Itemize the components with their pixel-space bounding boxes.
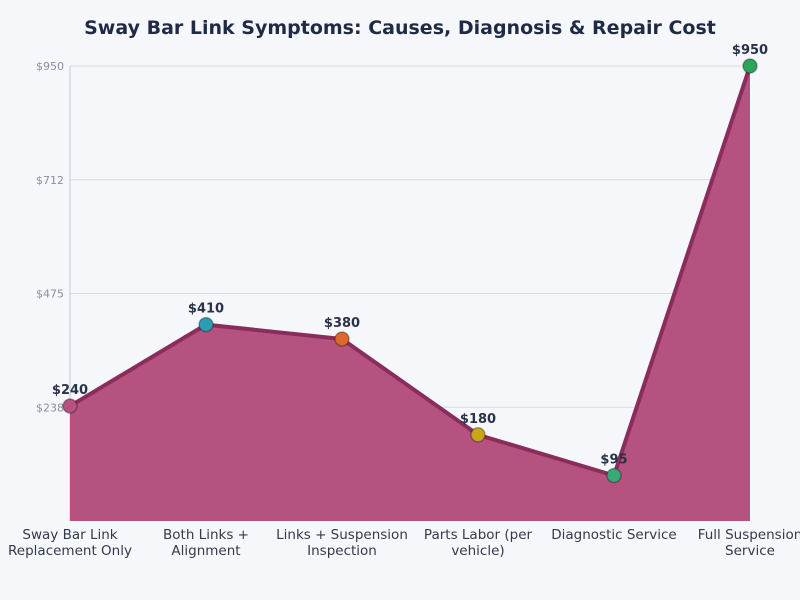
data-label: $380 [324, 316, 360, 331]
x-tick-label: Inspection [307, 543, 377, 559]
grid: $238 $475 $712 $950 [36, 60, 750, 521]
data-point [62, 398, 78, 414]
area-fill [70, 66, 750, 521]
x-tick-label: Alignment [171, 543, 240, 559]
y-tick-label: $712 [36, 174, 64, 187]
area-layer [68, 65, 752, 521]
x-tick-label: Parts Labor (per [424, 527, 533, 543]
x-tick-label: Links + Suspension [276, 527, 408, 543]
y-tick-label: $475 [36, 288, 64, 301]
data-point [470, 427, 486, 443]
y-tick-label: $950 [36, 60, 64, 73]
data-point [742, 58, 758, 74]
y-tick-label: $238 [36, 401, 64, 414]
x-tick-label: Full Suspension [698, 527, 800, 543]
markers: $240 $410 $380 $180 $95 $950 [52, 43, 768, 484]
x-tick-label: Sway Bar Link [22, 527, 117, 543]
data-label: $950 [732, 43, 768, 58]
data-point [606, 467, 622, 484]
x-tick-label: Replacement Only [8, 543, 132, 559]
data-point [198, 316, 214, 333]
series-line [68, 65, 752, 478]
data-point [334, 331, 350, 347]
x-tick-label: Diagnostic Service [551, 527, 677, 543]
data-label: $95 [600, 453, 627, 468]
data-label: $240 [52, 383, 88, 398]
x-tick-label: Both Links + [163, 527, 249, 543]
chart-title: Sway Bar Link Symptoms: Causes, Diagnosi… [84, 17, 716, 39]
x-tick-label: Service [725, 543, 775, 559]
data-label: $180 [460, 412, 496, 427]
x-tick-label: vehicle) [451, 543, 504, 559]
data-label: $410 [188, 302, 224, 317]
